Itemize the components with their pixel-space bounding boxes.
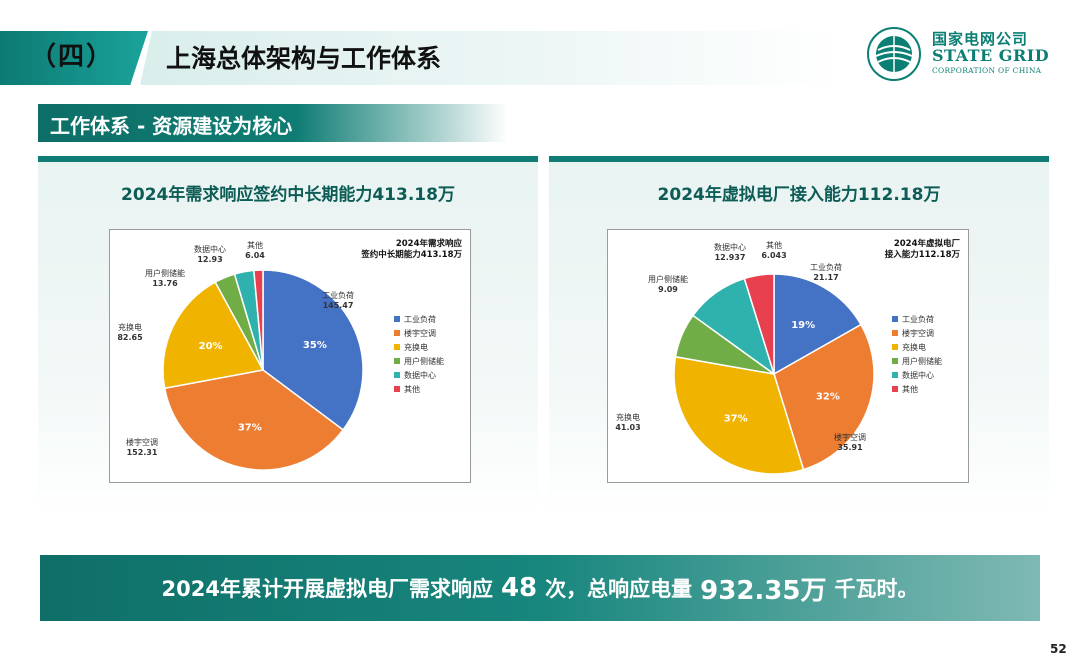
pie-category-label: 工业负荷 [322, 290, 354, 300]
pie-value-label: 6.043 [761, 251, 786, 260]
pie-category-label: 用户侧储能 [145, 268, 185, 278]
section-number: （四） [30, 42, 115, 72]
summary-count: 48 [500, 573, 538, 603]
legend-label: 数据中心 [404, 370, 436, 380]
logo-name-cn: 国家电网公司 [932, 30, 1029, 48]
legend-label: 数据中心 [902, 370, 934, 380]
pie-category-label: 充换电 [118, 322, 142, 332]
pie-slice [162, 281, 265, 390]
legend-swatch [892, 386, 898, 392]
pie-percent-label: 37% [238, 423, 262, 434]
pie-category-label: 数据中心 [194, 244, 226, 254]
legend-swatch [394, 386, 400, 392]
pie-value-label: 41.03 [615, 423, 640, 432]
pie-percent-label: 32% [816, 391, 840, 402]
legend-label: 工业负荷 [404, 314, 436, 324]
pie-category-label: 数据中心 [714, 242, 746, 252]
pie-value-label: 12.937 [715, 253, 746, 262]
pie-slice [673, 355, 805, 475]
legend-label: 其他 [902, 384, 918, 394]
pie-category-label: 工业负荷 [810, 262, 842, 272]
legend-label: 楼宇空调 [902, 328, 934, 338]
chart-title-line: 2024年虚拟电厂 [894, 238, 961, 249]
legend-label: 楼宇空调 [404, 328, 436, 338]
pie-value-label: 6.04 [245, 251, 265, 260]
pie-value-label: 12.93 [197, 255, 222, 264]
left-panel-title: 2024年需求响应签约中长期能力413.18万 [121, 185, 455, 205]
pie-value-label: 35.91 [837, 443, 863, 452]
legend-swatch [394, 330, 400, 336]
summary-energy: 932.35万 [700, 575, 827, 606]
pie-slice [743, 273, 775, 375]
legend-swatch [892, 372, 898, 378]
header-accent [0, 31, 148, 85]
legend-swatch [892, 358, 898, 364]
page-title: 上海总体架构与工作体系 [166, 44, 442, 73]
pie-category-label: 其他 [766, 240, 782, 250]
section-title: 工作体系 - 资源建设为核心 [50, 114, 293, 138]
pie-value-label: 145.47 [323, 301, 354, 310]
pie-value-label: 152.31 [127, 448, 158, 457]
summary-prefix: 2024年累计开展虚拟电厂需求响应 [161, 577, 493, 601]
legend-label: 充换电 [404, 342, 428, 352]
legend-swatch [394, 316, 400, 322]
pie-percent-label: 19% [791, 320, 815, 331]
summary-suffix: 千瓦时。 [834, 577, 919, 601]
legend-swatch [892, 330, 898, 336]
legend-label: 用户侧储能 [404, 356, 444, 366]
pie-category-label: 楼宇空调 [834, 432, 866, 442]
pie-slice [773, 323, 875, 471]
pie-value-label: 21.17 [813, 273, 838, 282]
summary-text: 2024年累计开展虚拟电厂需求响应 48 次，总响应电量 932.35万 千瓦时… [40, 555, 1040, 621]
header-title-band [140, 31, 840, 85]
right-panel-title: 2024年虚拟电厂接入能力112.18万 [657, 185, 941, 205]
legend-swatch [892, 316, 898, 322]
pie-slice [773, 273, 862, 376]
legend-swatch [892, 344, 898, 350]
right-pie-chart: 19%工业负荷21.1732%楼宇空调35.9137%充换电41.03用户侧储能… [615, 238, 961, 475]
legend-label: 其他 [404, 384, 420, 394]
logo-subtitle: CORPORATION OF CHINA [932, 66, 1042, 75]
legend-swatch [394, 358, 400, 364]
summary-middle: 次，总响应电量 [545, 577, 693, 601]
logo-name-en: STATE GRID [932, 46, 1050, 65]
pie-percent-label: 20% [199, 341, 223, 352]
state-grid-logo-icon [867, 27, 921, 81]
legend-label: 工业负荷 [902, 314, 934, 324]
section-bar [38, 104, 508, 142]
chart-title-line: 签约中长期能力413.18万 [360, 249, 462, 260]
chart-title-line: 2024年需求响应 [396, 238, 463, 249]
pie-slice [163, 369, 345, 471]
left-chart-box: 35% 工业负荷 145.47 37% 楼宇空调 152.31 20% 充换电 82.65 用户侧… [109, 229, 471, 483]
left-pie-chart: 35%工业负荷145.4737%楼宇空调152.3120%充换电82.65用户侧… [117, 238, 463, 471]
legend-label: 充换电 [902, 342, 926, 352]
pie-category-label: 其他 [247, 240, 263, 250]
pie-percent-label: 35% [303, 340, 327, 351]
right-chart-box: 19% 工业负荷 21.17 32% 楼宇空调 35.91 37% 充换电 41.03 用户侧储能… [607, 229, 969, 483]
pie-slice [262, 269, 364, 431]
pie-value-label: 82.65 [117, 333, 143, 342]
pie-value-label: 9.09 [658, 285, 678, 294]
chart-title-line: 接入能力112.18万 [885, 249, 961, 260]
pie-slice [253, 269, 264, 371]
legend-swatch [394, 344, 400, 350]
legend-swatch [394, 372, 400, 378]
page-number: 52 [1050, 642, 1067, 656]
pie-category-label: 充换电 [616, 412, 640, 422]
legend-label: 用户侧储能 [902, 356, 942, 366]
pie-value-label: 13.76 [152, 279, 178, 288]
pie-category-label: 楼宇空调 [126, 437, 158, 447]
summary-banner [40, 555, 1040, 621]
pie-percent-label: 37% [724, 414, 748, 425]
pie-category-label: 用户侧储能 [648, 274, 688, 284]
